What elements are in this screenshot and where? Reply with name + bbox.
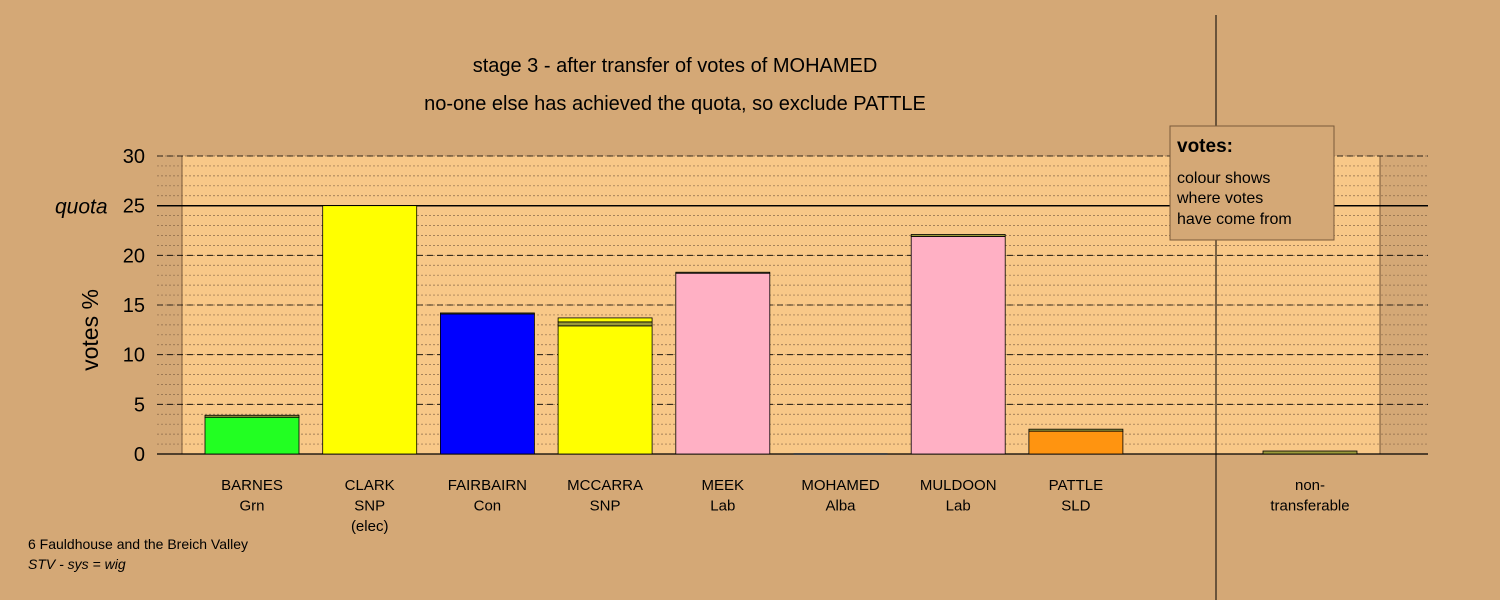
note-line: where votes — [1176, 190, 1263, 207]
bar-segment — [675, 271, 771, 274]
y-tick-label: 20 — [123, 245, 145, 267]
x-tick-label: BARNES — [221, 477, 283, 494]
note-box — [1169, 125, 1335, 241]
bar-segment — [439, 313, 535, 455]
x-tick-label: FAIRBAIRN — [448, 477, 527, 494]
bar-segment — [1028, 428, 1124, 432]
x-tick-label: MEEK — [702, 477, 745, 494]
chart-title: stage 3 - after transfer of votes of MOH… — [473, 55, 878, 77]
x-tick-label: Alba — [825, 498, 856, 515]
quota-label: quota — [55, 196, 108, 219]
bar-segment — [204, 414, 300, 418]
footer: 6 Fauldhouse and the Breich Valley — [28, 536, 248, 552]
bars: BARNES Grn CLARK SNP (elec) FAIRBAIRN Con MCCAR… — [204, 205, 1358, 535]
y-tick-label: 10 — [123, 345, 145, 367]
bar-segment — [910, 236, 1006, 455]
y-tick-label: 25 — [123, 196, 145, 218]
x-tick-label: SNP — [590, 498, 621, 515]
bar-segment — [557, 321, 653, 327]
bar-segment — [439, 312, 535, 315]
x-tick-label: Lab — [946, 498, 971, 515]
x-tick-label: SNP — [354, 498, 385, 515]
bar-segment — [204, 416, 300, 455]
y-tick-label: 15 — [123, 295, 145, 317]
x-tick-label: MOHAMED — [801, 477, 880, 494]
x-tick-label: SLD — [1061, 498, 1090, 515]
bar-segment — [557, 317, 653, 323]
footer: STV - sys = wig — [28, 556, 126, 572]
x-tick-label: non- — [1295, 477, 1325, 494]
x-tick-label: (elec) — [351, 518, 389, 535]
x-tick-label: CLARK — [345, 477, 395, 494]
x-tick-label: transferable — [1270, 498, 1349, 515]
bar-segment — [910, 234, 1006, 237]
x-tick-label: PATTLE — [1049, 477, 1103, 494]
x-tick-label: Con — [474, 498, 502, 515]
bar-segment — [322, 205, 418, 455]
x-tick-label: MCCARRA — [567, 477, 643, 494]
bar-segment — [675, 272, 771, 455]
bar-segment — [1262, 450, 1358, 455]
x-tick-label: MULDOON — [920, 477, 997, 494]
y-axis-label: votes % — [77, 289, 103, 371]
bar-segment — [557, 325, 653, 455]
y-tick-label: 5 — [134, 394, 145, 416]
y-tick-label: 30 — [123, 146, 145, 168]
y-tick-label: 0 — [134, 444, 145, 466]
chart-subtitle: no-one else has achieved the quota, so e… — [424, 93, 926, 115]
x-tick-label: Grn — [239, 498, 264, 515]
note-line: colour shows — [1177, 170, 1270, 187]
note-line: have come from — [1177, 211, 1292, 228]
x-tick-label: Lab — [710, 498, 735, 515]
bar-segment — [1028, 430, 1124, 455]
note-heading: votes: — [1177, 136, 1233, 157]
